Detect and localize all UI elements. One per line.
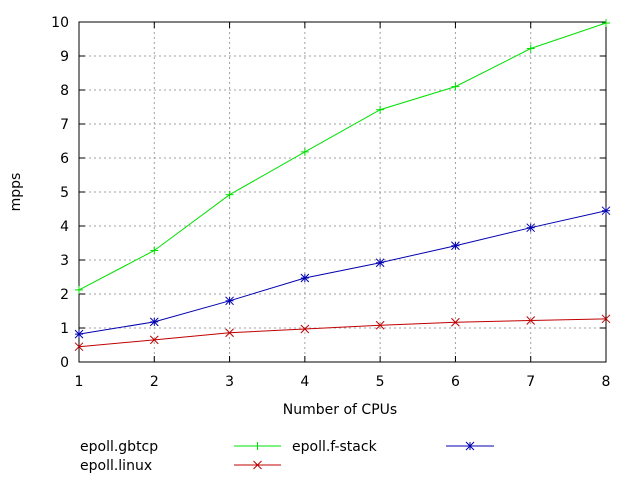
data-point: [526, 223, 536, 233]
series-line: [78, 22, 607, 291]
y-tick-label: 3: [60, 253, 69, 269]
x-tick-label: 1: [75, 374, 84, 390]
data-point: [149, 335, 159, 345]
x-tick-label: 6: [451, 374, 460, 390]
legend-label: epoll.linux: [80, 458, 152, 474]
y-axis-label: mpps: [8, 173, 24, 212]
data-point-stroke: [74, 329, 84, 339]
data-point-stroke: [526, 316, 536, 325]
data-point-stroke: [451, 241, 460, 251]
data-point-stroke: [149, 335, 159, 345]
data-point: [300, 324, 310, 334]
data-point: [451, 241, 460, 251]
y-tick-label: 5: [60, 185, 69, 201]
y-tick-label: 6: [60, 151, 69, 167]
data-point: [300, 147, 309, 156]
data-point: [149, 317, 159, 327]
y-tick-label: 2: [60, 287, 69, 303]
series-3: [74, 314, 611, 352]
plot-frame: [78, 21, 607, 363]
y-tick-label: 8: [60, 83, 69, 99]
x-tick-label: 2: [150, 374, 159, 390]
legend-entry: epoll.f-stack: [292, 439, 494, 455]
data-point-stroke: [375, 258, 385, 268]
data-point: [74, 342, 84, 352]
data-point: [74, 329, 84, 339]
data-point: [150, 246, 159, 255]
data-point-stroke: [465, 441, 475, 451]
x-tick-label: 3: [225, 374, 234, 390]
data-point: [376, 105, 385, 114]
data-point-stroke: [300, 324, 310, 334]
data-point: [602, 19, 610, 28]
series-2: [74, 206, 611, 339]
data-point: [225, 296, 234, 306]
series-line: [78, 210, 607, 335]
y-tick-label: 9: [60, 49, 69, 65]
data-point-stroke: [149, 317, 159, 327]
y-axis-ticks: 0 1 2 3 4 5 6 7 8 9 10: [51, 15, 606, 371]
x-axis-label: Number of CPUs: [283, 402, 397, 418]
data-point: [225, 328, 234, 338]
legend-entry: epoll.linux: [80, 458, 281, 474]
legend-marker: [253, 460, 262, 470]
legend-entry: epoll.gbtcp: [80, 439, 281, 455]
x-axis-ticks: 1 2 3 4 5 6 7 8: [75, 22, 611, 390]
data-point-stroke: [375, 320, 385, 330]
data-point: [375, 258, 385, 268]
legend: epoll.gbtcp epoll.f-stack epoll.linux: [80, 439, 494, 474]
series-line: [78, 318, 607, 348]
grid: [79, 22, 606, 362]
x-tick-label: 5: [376, 374, 385, 390]
series-1: [75, 19, 610, 294]
data-point-stroke: [253, 460, 262, 470]
x-tick-label: 4: [300, 374, 309, 390]
data-point: [300, 273, 310, 283]
data-point: [75, 285, 83, 294]
y-tick-label: 0: [60, 355, 69, 371]
x-tick-label: 7: [526, 374, 535, 390]
data-point-stroke: [601, 314, 611, 324]
legend-label: epoll.f-stack: [292, 439, 378, 455]
x-tick-label: 8: [602, 374, 611, 390]
data-point: [451, 82, 460, 91]
data-point: [451, 317, 460, 327]
data-point: [526, 44, 535, 53]
y-tick-label: 4: [60, 219, 69, 235]
legend-marker: [253, 442, 262, 450]
data-point: [375, 320, 385, 330]
data-point: [225, 190, 234, 199]
y-tick-label: 1: [60, 321, 69, 337]
data-point-stroke: [451, 317, 460, 327]
data-point-stroke: [526, 223, 536, 233]
data-point-stroke: [74, 342, 84, 352]
data-point-stroke: [601, 206, 611, 216]
data-point-stroke: [225, 296, 234, 306]
data-point-stroke: [225, 328, 234, 338]
y-tick-label: 7: [60, 117, 69, 133]
data-point: [526, 316, 536, 325]
y-tick-label: 10: [51, 15, 69, 31]
data-point-stroke: [300, 273, 310, 283]
series-group: [74, 19, 611, 352]
data-point: [601, 314, 611, 324]
data-point: [601, 206, 611, 216]
legend-label: epoll.gbtcp: [80, 439, 158, 455]
legend-marker: [465, 441, 475, 451]
